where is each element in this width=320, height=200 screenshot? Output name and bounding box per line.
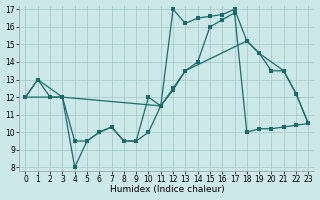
X-axis label: Humidex (Indice chaleur): Humidex (Indice chaleur) [109,185,224,194]
